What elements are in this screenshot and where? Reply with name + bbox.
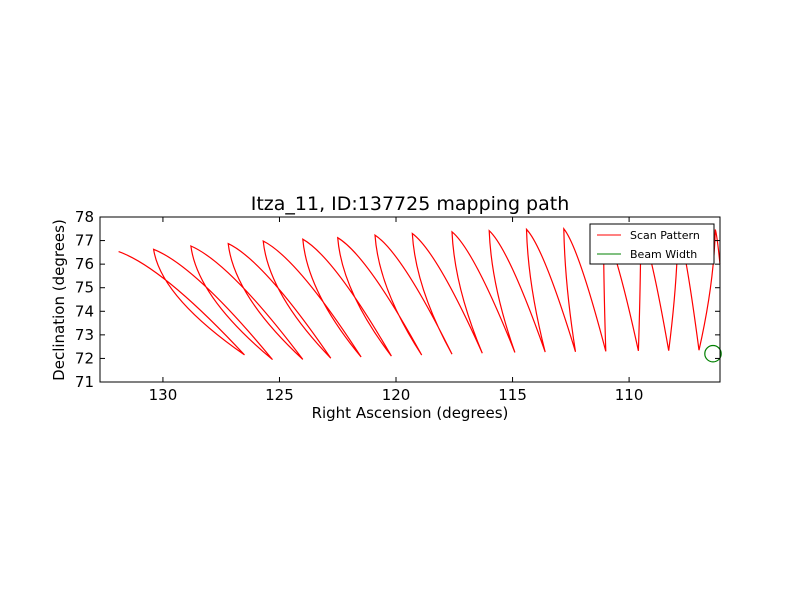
chart-title: Itza_11, ID:137725 mapping path (251, 193, 570, 215)
x-ticks: 130 125 120 115 110 (149, 217, 644, 404)
legend-beam-width-label: Beam Width (630, 248, 697, 261)
y-tick-label: 71 (75, 373, 94, 391)
x-axis-label: Right Ascension (degrees) (312, 404, 509, 422)
series-layer (118, 226, 722, 363)
y-axis-label: Declination (degrees) (50, 219, 68, 381)
y-tick-label: 75 (75, 279, 94, 297)
x-tick-label: 130 (149, 386, 178, 404)
legend-box (589, 223, 715, 265)
y-tick-label: 76 (75, 255, 94, 273)
x-tick-label: 125 (265, 386, 294, 404)
x-tick-label: 110 (615, 386, 644, 404)
x-tick-label: 115 (498, 386, 527, 404)
x-tick-label: 120 (382, 386, 411, 404)
y-tick-label: 77 (75, 232, 94, 250)
y-tick-label: 74 (75, 302, 94, 320)
y-ticks: 71 72 73 74 75 76 77 78 (75, 208, 720, 391)
legend-scan-pattern-label: Scan Pattern (630, 229, 700, 242)
y-tick-label: 73 (75, 326, 94, 344)
plot-frame (99, 216, 721, 383)
legend: Scan Pattern Beam Width (589, 223, 715, 265)
y-tick-label: 78 (75, 208, 94, 226)
beam-width-circle (704, 344, 722, 363)
y-tick-label: 72 (75, 349, 94, 367)
scan-pattern-line (118, 226, 721, 361)
